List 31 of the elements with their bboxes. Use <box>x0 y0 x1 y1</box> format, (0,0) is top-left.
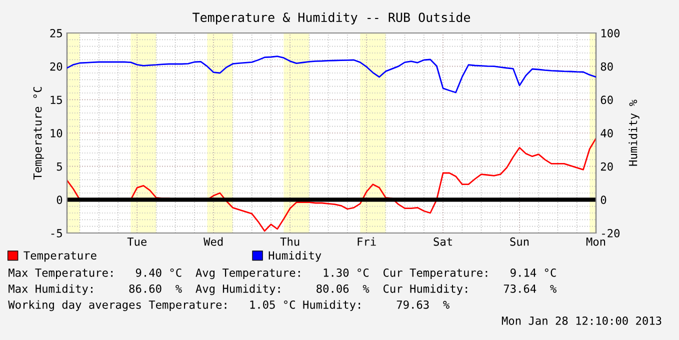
line-series <box>67 56 596 94</box>
y-tick-label: 25 <box>50 29 62 38</box>
y-tick-label: 10 <box>50 129 62 138</box>
legend-label: Humidity <box>268 251 322 262</box>
y2-axis-title: Humidity % <box>628 100 640 166</box>
y2-tick-label: 100 <box>602 29 620 38</box>
x-tick-label: Thu <box>280 237 300 246</box>
y2-tick-label: 20 <box>600 162 613 171</box>
y2-tick-label: -20 <box>602 229 620 238</box>
y-tick-label: -5 <box>51 229 62 238</box>
legend-label: Temperature <box>24 251 96 262</box>
y2-tick-label: 60 <box>600 96 613 104</box>
text: Working day averages Temperature: 1.05 °C Humidity: 79.63 % <box>8 300 450 312</box>
y-tick-label: 5 <box>56 162 62 171</box>
text: Max Humidity: 86.60 % Avg Humidity: 80.06 % Cur Humidity: 73.64 % <box>8 284 557 296</box>
x-tick-label: Sat <box>434 237 452 246</box>
y2-tick-label: 40 <box>600 129 613 138</box>
y-tick-label: 15 <box>50 96 62 104</box>
x-tick-label: Fri <box>358 237 376 246</box>
x-tick-label: Sun <box>510 237 529 246</box>
x-tick-label: Tue <box>127 238 146 246</box>
x-tick-label: Wed <box>204 237 223 246</box>
y-tick-label: 20 <box>50 62 62 71</box>
chart-title: Temperature & Humidity -- RUB Outside <box>192 12 470 24</box>
x-tick-label: Mon <box>586 238 606 246</box>
y-axis-title: Temperature °C <box>33 87 44 180</box>
text: Mon Jan 28 12:10:00 2013 <box>502 316 662 325</box>
text: Max Temperature: 9.40 °C Avg Temperature: 1.30 °C Cur Temperature: 9.14 °C <box>8 268 556 280</box>
y2-tick-label: 0 <box>600 196 606 204</box>
y2-tick-label: 80 <box>600 62 613 71</box>
y-tick-label: 0 <box>56 196 62 204</box>
